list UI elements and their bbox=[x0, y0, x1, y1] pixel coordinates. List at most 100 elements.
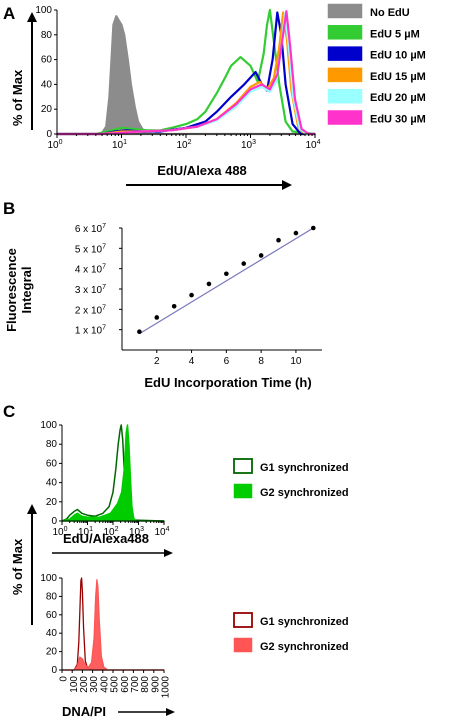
x-tick-label: 700 bbox=[130, 676, 141, 693]
y-tick-label: 80 bbox=[46, 439, 58, 450]
x-tick-label: 103 bbox=[241, 139, 256, 151]
x-tick-label: 900 bbox=[150, 676, 161, 693]
panel-c1-x-axis-title: EdU/Alexa488 bbox=[63, 531, 149, 546]
y-axis-title-line: Fluorescence bbox=[4, 248, 19, 332]
panel-letter-b: B bbox=[3, 199, 15, 218]
y-tick-label: 1 x 107 bbox=[75, 325, 106, 337]
y-tick-label: 4 x 107 bbox=[75, 264, 106, 276]
x-tick-label: 400 bbox=[99, 676, 110, 693]
y-tick-label: 0 bbox=[51, 516, 57, 527]
x-tick-label: 200 bbox=[79, 676, 90, 693]
x-tick-label: 0 bbox=[59, 676, 70, 682]
y-tick-label: 40 bbox=[46, 628, 58, 639]
x-tick-label: 600 bbox=[120, 676, 131, 693]
data-point bbox=[154, 315, 160, 320]
legend-label: EdU 20 µM bbox=[370, 92, 426, 104]
panel-a-x-arrowhead bbox=[282, 180, 292, 190]
y-tick-label: 40 bbox=[41, 79, 53, 90]
panel-b-plot: 1 x 107 2 x 107 3 x 107 4 x 107 5 x 107 6 x 1… bbox=[75, 223, 322, 367]
x-tick-label: 100 bbox=[69, 676, 80, 693]
y-tick-label: 20 bbox=[41, 104, 53, 115]
x-tick-label: 101 bbox=[78, 526, 93, 538]
panel-a-y-axis-title: % of Max bbox=[10, 69, 25, 126]
x-tick-label: 103 bbox=[129, 526, 144, 538]
legend-swatch bbox=[327, 88, 363, 104]
panel-a-plot: 0 20 40 60 80 100 100 101 102 103 104 bbox=[35, 5, 320, 151]
series-edu-30-m bbox=[57, 10, 315, 136]
panel-a-y-arrowhead bbox=[27, 12, 37, 22]
x-tick-label: 10 bbox=[290, 356, 302, 367]
legend-swatch bbox=[327, 67, 363, 83]
panel-b: B Fluorescence Integral 1 x 107 2 x 107 3 x… bbox=[3, 199, 322, 390]
y-tick-label: 5 x 107 bbox=[75, 243, 106, 255]
data-point bbox=[137, 329, 142, 335]
legend-swatch bbox=[233, 458, 253, 474]
x-tick-label: 100 bbox=[47, 139, 62, 151]
panel-letter-a: A bbox=[3, 4, 15, 23]
panel-b-x-axis-title: EdU Incorporation Time (h) bbox=[144, 375, 311, 390]
y-tick-label: 2 x 107 bbox=[75, 304, 106, 316]
x-tick-label: 4 bbox=[189, 356, 195, 367]
legend-label: EdU 15 µM bbox=[370, 71, 426, 83]
y-tick-label: 0 bbox=[51, 665, 57, 676]
x-tick-label: 2 bbox=[154, 356, 160, 367]
series-g2-synchronized bbox=[61, 424, 165, 522]
panel-letter-c: C bbox=[3, 402, 15, 421]
x-tick-label: 800 bbox=[140, 676, 151, 693]
y-tick-label: 80 bbox=[41, 30, 53, 41]
legend-swatch bbox=[327, 25, 363, 40]
series-g1-synchronized bbox=[61, 424, 165, 522]
fit-line bbox=[139, 227, 314, 335]
y-tick-label: 60 bbox=[46, 458, 58, 469]
panel-c1-legend: G1 synchronized G2 synchronized bbox=[233, 458, 349, 499]
panel-c2-x-arrowhead bbox=[166, 708, 175, 716]
legend-label: G2 synchronized bbox=[260, 641, 349, 653]
data-point bbox=[171, 303, 177, 309]
data-point bbox=[276, 237, 281, 243]
x-tick-label: 101 bbox=[112, 139, 127, 151]
legend-swatch bbox=[327, 46, 363, 61]
legend-swatch bbox=[327, 3, 363, 19]
panel-a: A % of Max 0 20 40 60 80 100 100 101 102 103 104 E… bbox=[3, 3, 426, 190]
legend-label: EdU 10 µM bbox=[370, 50, 426, 62]
x-tick-label: 300 bbox=[89, 676, 100, 693]
x-tick-label: 100 bbox=[52, 526, 67, 538]
data-point bbox=[311, 225, 316, 231]
y-tick-label: 20 bbox=[46, 497, 58, 508]
panel-c: C % of Max 0 20 40 60 80 100 100 101 102 103 104 E… bbox=[3, 402, 349, 719]
y-tick-label: 40 bbox=[46, 478, 58, 489]
y-tick-label: 60 bbox=[46, 610, 58, 621]
legend-swatch bbox=[327, 110, 363, 125]
data-point bbox=[206, 281, 212, 287]
x-tick-label: 8 bbox=[258, 356, 264, 367]
data-point bbox=[293, 230, 299, 236]
legend-swatch bbox=[233, 612, 253, 628]
data-point bbox=[189, 292, 194, 298]
legend-swatch bbox=[233, 483, 253, 499]
x-tick-label: 102 bbox=[176, 139, 191, 151]
y-tick-label: 100 bbox=[40, 573, 57, 584]
panel-c-y-arrowhead bbox=[27, 504, 37, 514]
legend-swatch bbox=[233, 637, 253, 653]
panel-a-legend: No EdU EdU 5 µM EdU 10 µM EdU 15 µM EdU 20 µ… bbox=[327, 3, 426, 126]
y-axis-title-line: Integral bbox=[19, 267, 34, 314]
panel-a-x-axis-title: EdU/Alexa 488 bbox=[157, 163, 247, 178]
series-edu-10-m bbox=[57, 11, 315, 136]
data-point bbox=[224, 271, 229, 277]
x-tick-label: 6 bbox=[224, 356, 230, 367]
x-tick-label: 102 bbox=[103, 526, 118, 538]
y-tick-label: 3 x 107 bbox=[75, 284, 106, 296]
y-tick-label: 6 x 107 bbox=[75, 223, 106, 235]
panel-c-y-axis-title: % of Max bbox=[10, 538, 25, 595]
panel-c1-x-arrowhead bbox=[164, 549, 173, 557]
legend-label: G2 synchronized bbox=[260, 487, 349, 499]
panel-c2-x-axis-title: DNA/PI bbox=[62, 704, 106, 719]
y-tick-label: 100 bbox=[40, 420, 57, 431]
legend-label: No EdU bbox=[370, 7, 410, 19]
y-tick-label: 100 bbox=[35, 5, 52, 16]
panel-c1-plot: 0 20 40 60 80 100 100 101 102 103 104 bbox=[40, 420, 169, 538]
legend-label: G1 synchronized bbox=[260, 462, 349, 474]
y-tick-label: 0 bbox=[46, 129, 52, 140]
